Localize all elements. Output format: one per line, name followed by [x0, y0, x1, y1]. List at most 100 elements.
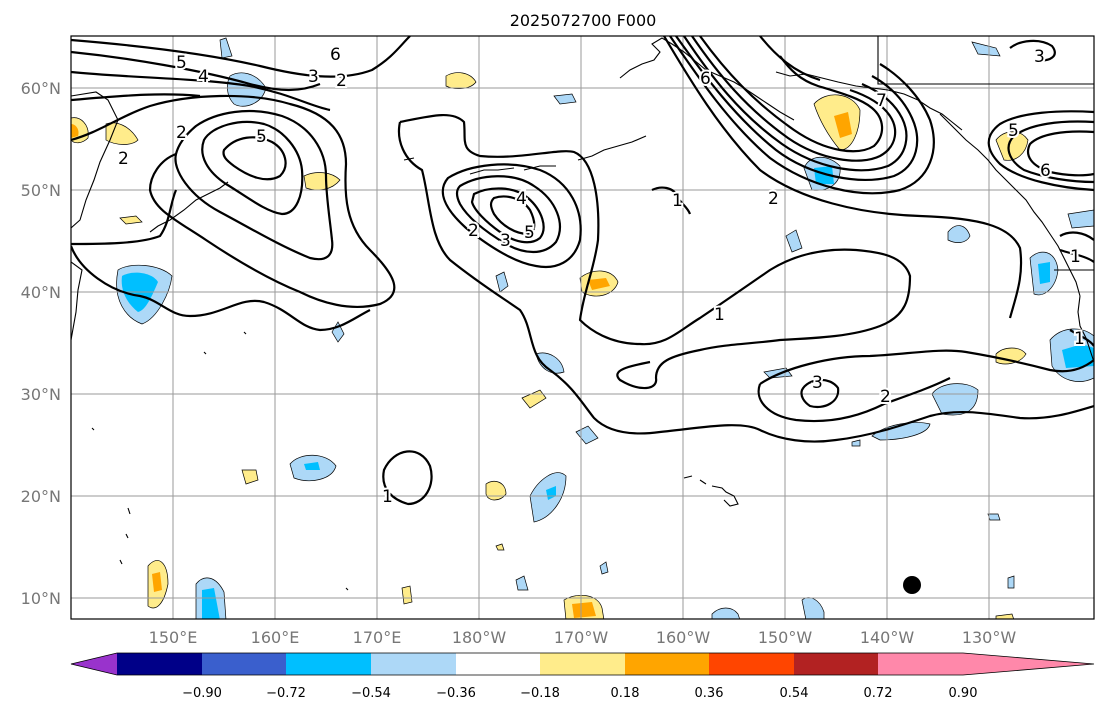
shaded-cell: [219, 37, 233, 59]
contour-line: [1007, 120, 1094, 184]
contour-line: [399, 113, 912, 390]
colorbar-segment: [540, 653, 625, 675]
shaded-cell: [535, 352, 565, 374]
colorbar-segment: [878, 653, 963, 675]
shaded-cell: [485, 480, 507, 501]
colorbar-segment: [709, 653, 794, 675]
shaded-cell: [495, 543, 505, 551]
lon-label: 150°W: [758, 628, 813, 647]
colorbar-tick-label: −0.90: [182, 686, 222, 701]
contour-line: [71, 70, 331, 112]
contour-label: 7: [876, 91, 887, 111]
coastline-kamchatka: [71, 91, 119, 229]
shaded-cell: [931, 383, 979, 416]
shaded-cell: [303, 172, 341, 191]
shaded-cell: [588, 278, 610, 290]
contour-line: [397, 121, 1094, 443]
lon-label: 140°W: [860, 628, 915, 647]
contour-label: 3: [812, 373, 823, 393]
shaded-cell: [834, 112, 852, 138]
shaded-cell: [572, 602, 596, 618]
contour-line: [71, 94, 396, 308]
contour-line: [222, 136, 287, 181]
shaded-cell: [401, 585, 413, 605]
colorbar-segment: [456, 653, 540, 675]
colorbar-tick-label: −0.18: [520, 686, 560, 701]
contour-label: 2: [880, 387, 891, 407]
shaded-cell: [241, 469, 259, 485]
contour-line: [1059, 248, 1094, 263]
contour-label: 2: [336, 71, 347, 91]
lon-label: 150°E: [149, 628, 198, 647]
contour-line: [382, 450, 433, 506]
lat-label: 10°N: [21, 589, 61, 608]
contour-line: [759, 349, 1094, 385]
lon-labels: 150°E 160°E 170°E 180°W 170°W 160°W 150°…: [149, 628, 1017, 647]
contour-label: 2: [768, 189, 779, 209]
shaded-cell: [801, 597, 825, 619]
shaded-cell: [227, 72, 267, 107]
colorbar-segment: [371, 653, 456, 675]
contour-line: [455, 175, 561, 254]
shaded-cell: [553, 93, 577, 105]
shaded-cell: [947, 225, 971, 243]
contour-line: [71, 245, 371, 332]
contour-label: 4: [198, 67, 209, 87]
lat-label: 40°N: [21, 283, 61, 302]
shaded-cell: [711, 607, 741, 619]
contour-label: 5: [1008, 121, 1019, 141]
contour-label: 1: [672, 191, 683, 211]
shaded-cell: [599, 561, 609, 575]
contours: [71, 36, 1094, 506]
contour-label: 1: [1070, 247, 1081, 267]
contour-line: [757, 377, 951, 423]
contour-line: [699, 36, 884, 153]
map-frame: [70, 35, 1095, 620]
contour-label: 6: [1040, 161, 1051, 181]
contour-line: [71, 50, 321, 92]
contour-label: 4: [516, 189, 527, 209]
contour-line: [800, 378, 840, 409]
contour-line: [691, 36, 897, 162]
lon-label: 160°W: [656, 628, 711, 647]
colorbar-segment: [794, 653, 878, 675]
shaded-cell: [814, 166, 834, 184]
shaded-cell: [1038, 262, 1050, 284]
shaded-cell: [1067, 209, 1094, 229]
shaded-cell: [851, 439, 861, 447]
colorbar-tick-label: −0.36: [436, 686, 476, 701]
contour-labels: 5 4 3 6 2 2 2 5 4 3 5 2 6 7 1 2 1 3 2 1 …: [116, 43, 1087, 509]
contour-line: [669, 36, 935, 195]
contour-label: 1: [1074, 329, 1085, 349]
contour-label: 3: [308, 67, 319, 87]
contour-line: [441, 163, 582, 269]
coastline-alaska: [619, 37, 795, 121]
shaded-cell: [119, 215, 143, 225]
shaded-cell: [785, 229, 803, 253]
colorbar-segment: [202, 653, 286, 675]
coastline-kuril: [149, 181, 229, 233]
shaded-cell: [515, 575, 529, 591]
contour-line: [71, 93, 201, 102]
contour-line: [489, 195, 536, 236]
contour-line: [759, 36, 821, 82]
contour-line: [663, 36, 1023, 319]
map-area: 5 4 3 6 2 2 2 5 4 3 5 2 6 7 1 2 1 3 2 1 …: [71, 36, 1094, 619]
coastline-asia: [71, 261, 83, 341]
colorbar-tick-label: 0.36: [695, 686, 724, 701]
shaded-cell: [202, 588, 220, 619]
contour-line: [987, 110, 1094, 192]
contour-label: 6: [700, 69, 711, 89]
lon-label: 130°W: [962, 628, 1017, 647]
contour-label: 3: [500, 231, 511, 251]
shaded-cell: [1007, 575, 1015, 589]
coastline-islands: [91, 331, 349, 591]
contour-line: [651, 186, 692, 215]
lon-label: 180°W: [452, 628, 507, 647]
marker-dot: [903, 576, 921, 594]
shaded-cell: [495, 271, 509, 293]
contour-line: [470, 187, 545, 244]
gridlines: [71, 36, 1094, 619]
shaded-cell: [152, 572, 162, 592]
shaded-cell: [1062, 344, 1094, 368]
